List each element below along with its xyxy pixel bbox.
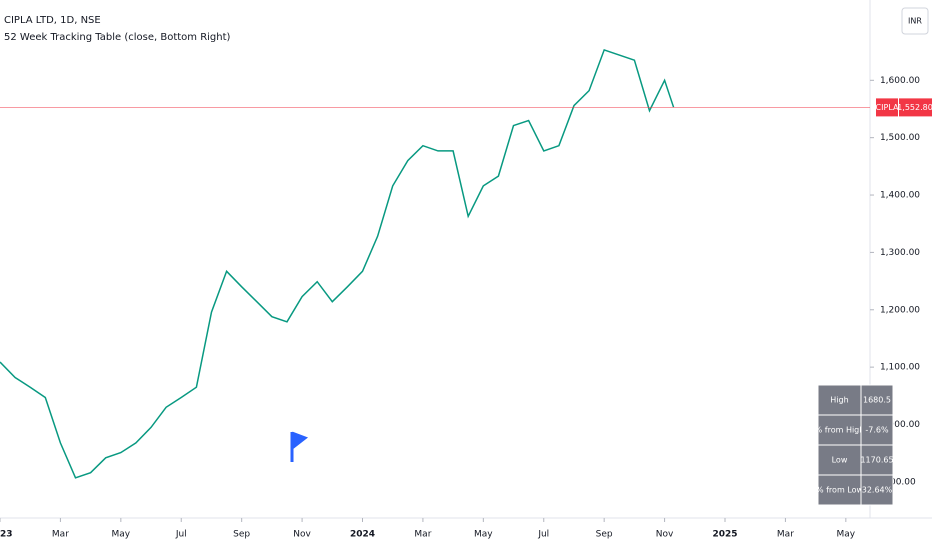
x-tick-label: Nov bbox=[656, 530, 674, 540]
x-tick-label: Mar bbox=[414, 530, 431, 540]
table-cell-text: Low bbox=[832, 456, 848, 465]
y-tick-label: 900.00 bbox=[884, 477, 916, 487]
y-tick-label: 1,600.00 bbox=[880, 76, 920, 86]
table-cell-text: 1170.65 bbox=[860, 456, 893, 465]
x-tick-label: Sep bbox=[596, 530, 613, 540]
currency-button[interactable] bbox=[901, 7, 929, 35]
x-tick-label: May bbox=[837, 530, 856, 540]
chart-title: CIPLA LTD, 1D, NSE bbox=[4, 15, 101, 26]
table-cell-text: % from Low bbox=[816, 486, 864, 495]
x-tick-label: May bbox=[112, 530, 131, 540]
y-tick-label: 1,200.00 bbox=[880, 305, 920, 315]
price-line bbox=[0, 48, 675, 479]
x-tick-label: 2025 bbox=[712, 530, 737, 540]
table-cell-text: 32.64% bbox=[862, 486, 893, 495]
x-tick-label: Mar bbox=[777, 530, 794, 540]
table-cell bbox=[817, 474, 862, 506]
currency-label: INR bbox=[908, 17, 922, 26]
y-tick-label: 1,300.00 bbox=[880, 248, 920, 258]
x-tick-label: 2023 bbox=[0, 530, 13, 540]
x-tick-label: 2024 bbox=[350, 530, 375, 540]
table-cell-text: -7.6% bbox=[865, 426, 889, 435]
table-cell bbox=[860, 414, 894, 446]
price-badge bbox=[899, 98, 932, 117]
table-cell bbox=[860, 474, 894, 506]
x-tick-label: Nov bbox=[293, 530, 311, 540]
flag-icon[interactable] bbox=[290, 431, 309, 462]
y-tick-label: 1,400.00 bbox=[880, 191, 920, 201]
symbol-badge bbox=[876, 98, 898, 117]
symbol-label: CIPLA bbox=[876, 103, 899, 112]
x-tick-label: Sep bbox=[233, 530, 250, 540]
last-price-label: 1,552.80 bbox=[897, 103, 932, 112]
table-cell bbox=[860, 444, 894, 476]
x-tick-label: Jul bbox=[175, 530, 187, 540]
y-tick-label: 1,100.00 bbox=[880, 363, 920, 373]
x-tick-label: Jul bbox=[537, 530, 549, 540]
table-cell bbox=[817, 384, 862, 416]
indicator-label: 52 Week Tracking Table (close, Bottom Ri… bbox=[4, 32, 231, 43]
x-tick-label: Mar bbox=[52, 530, 69, 540]
y-tick-label: 1,000.00 bbox=[880, 420, 920, 430]
table-cell-text: % from High bbox=[815, 426, 865, 435]
x-tick-label: May bbox=[474, 530, 493, 540]
y-tick-label: 1,500.00 bbox=[880, 133, 920, 143]
table-cell-text: High bbox=[830, 396, 848, 405]
table-cell-text: 1680.5 bbox=[863, 396, 891, 405]
table-cell bbox=[860, 384, 894, 416]
